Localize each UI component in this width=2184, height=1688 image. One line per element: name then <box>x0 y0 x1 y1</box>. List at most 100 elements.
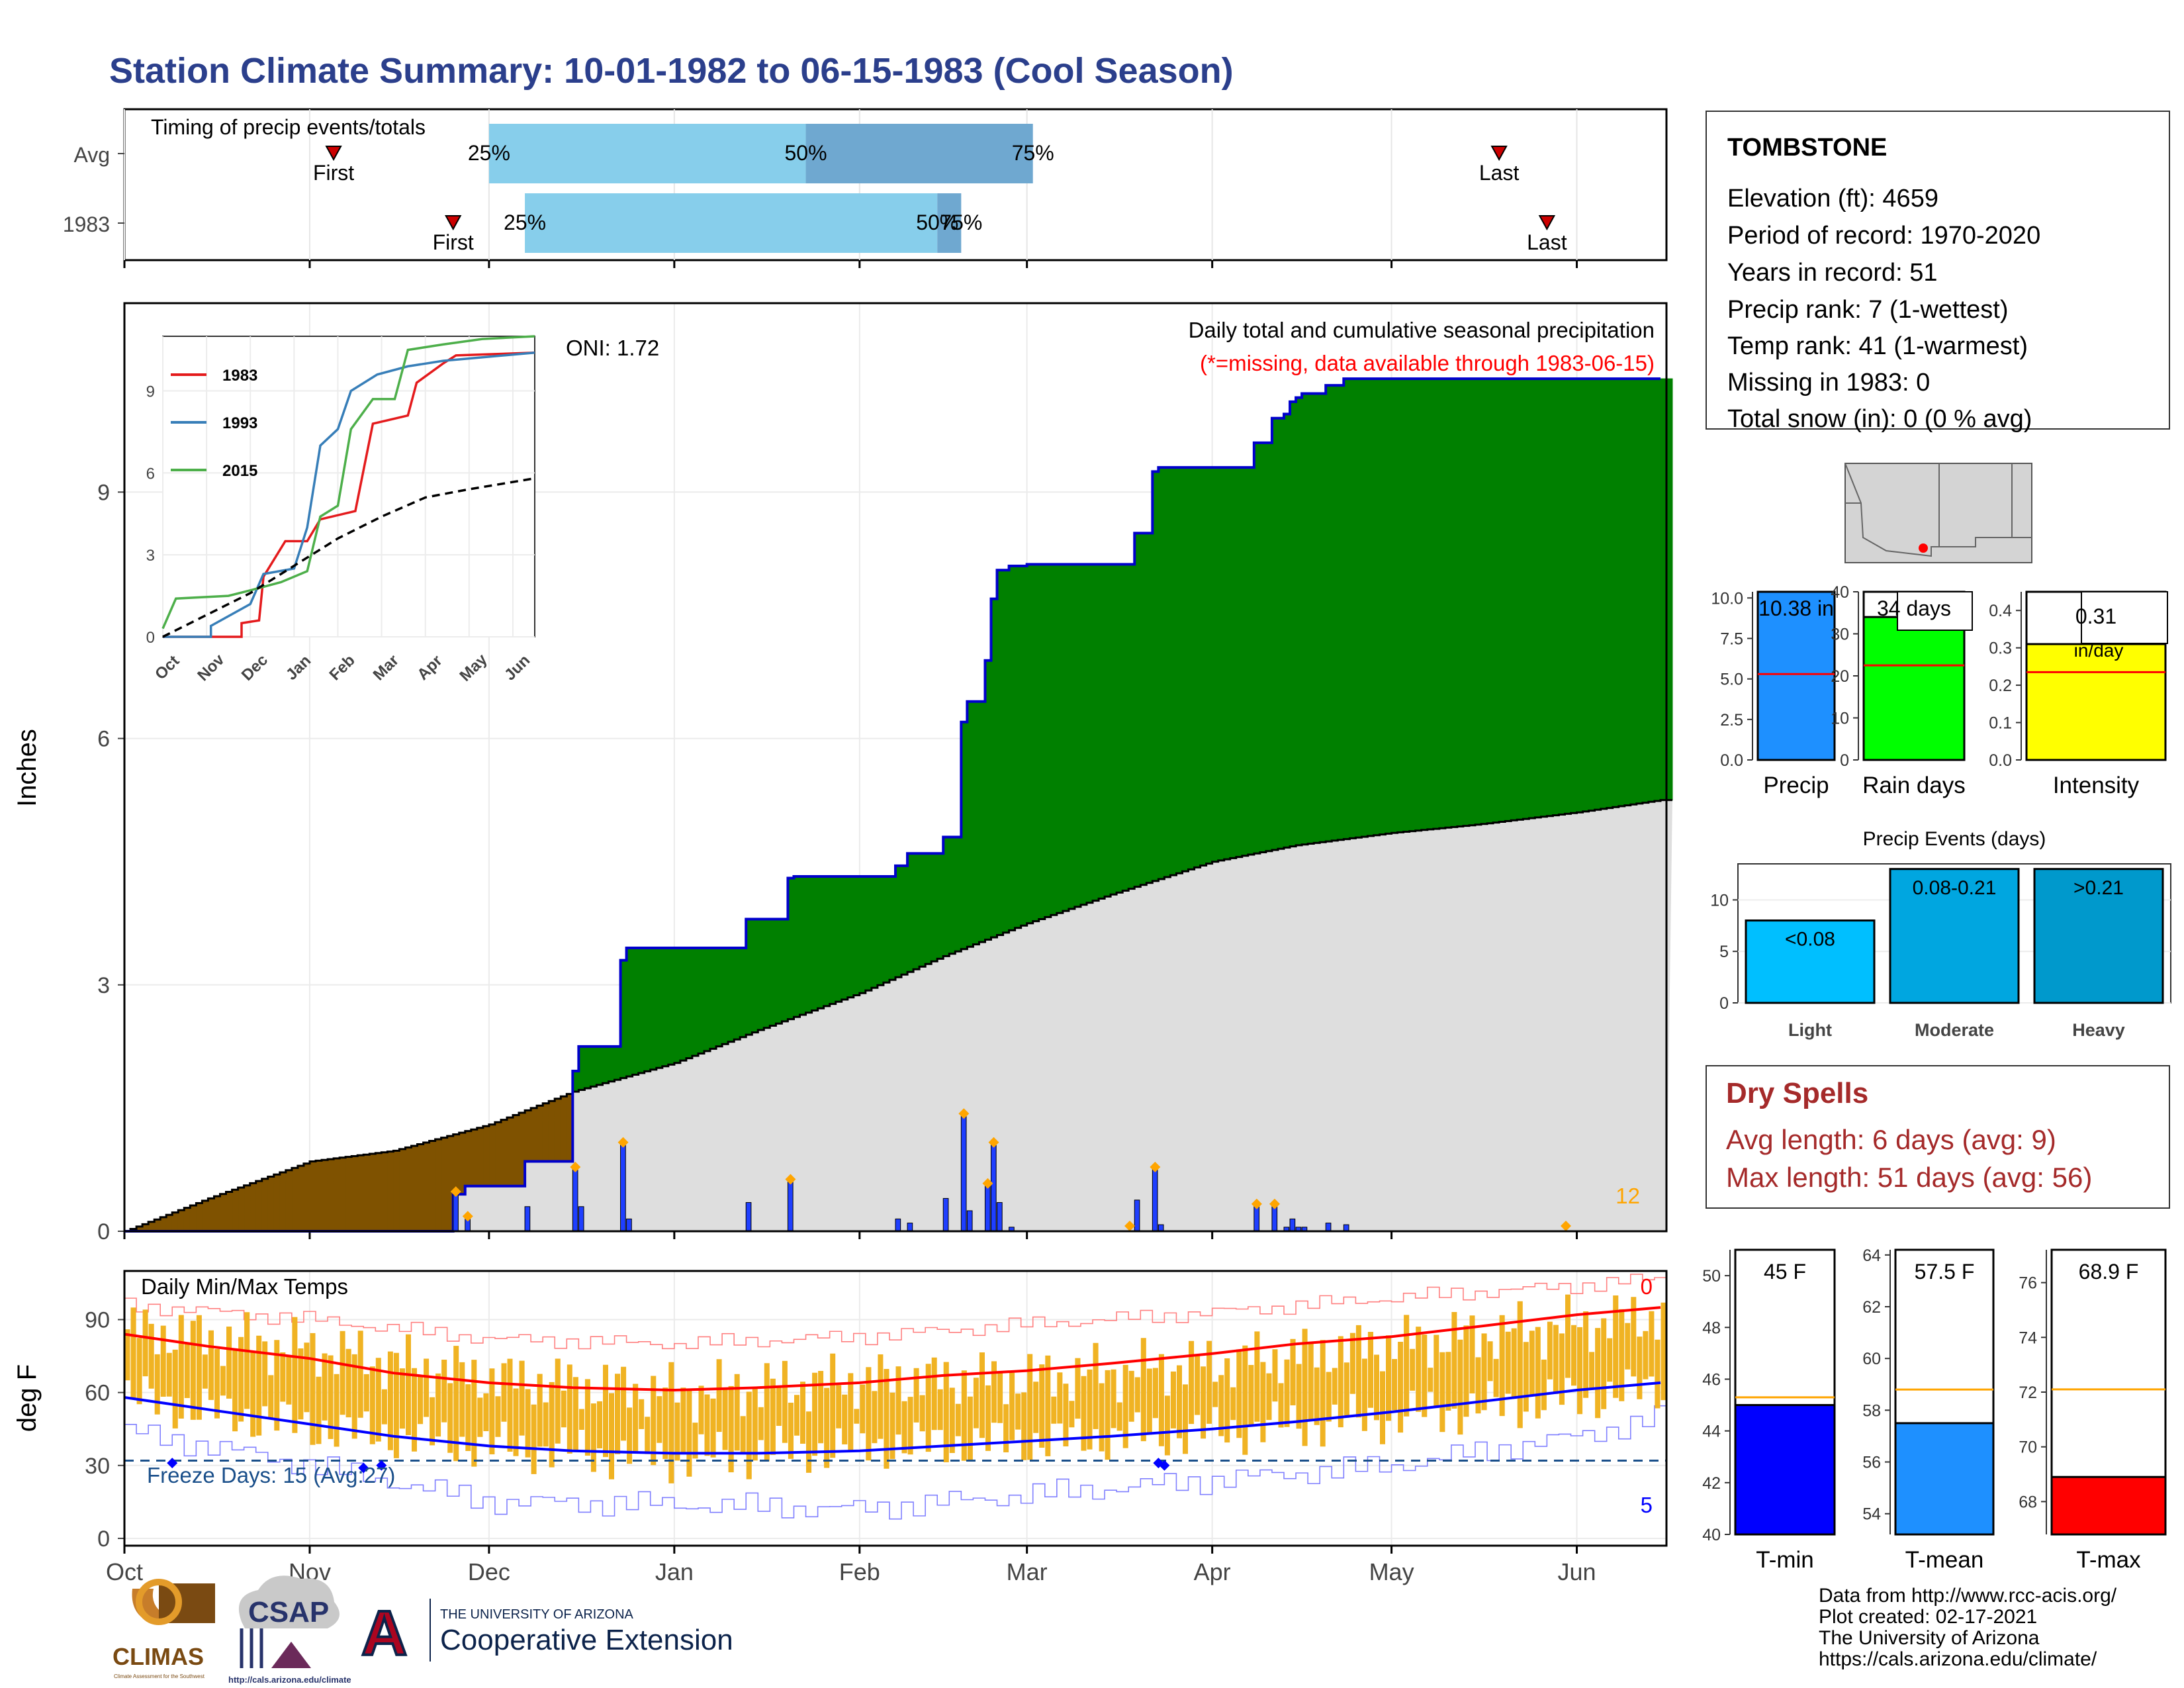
timing-obs-bar-25-50 <box>525 193 938 253</box>
daily-precip-bar <box>572 1169 578 1232</box>
t-mean-ytick-label: 54 <box>1862 1505 1881 1524</box>
timing-obs-last-marker <box>1538 215 1556 231</box>
record-max-line <box>124 1274 1667 1350</box>
daily-precip-bar <box>1152 1169 1158 1232</box>
timing-obs-label-50: 50% <box>916 211 958 234</box>
avg-max-line <box>124 1306 1661 1392</box>
oni-label: ONI: 1.72 <box>566 336 659 360</box>
temp-ytick-label: 0 <box>97 1526 110 1552</box>
month-label: Dec <box>468 1558 510 1585</box>
precip-events-category-label: Moderate <box>1915 1020 1994 1040</box>
rain-days-ytick-label: 20 <box>1831 667 1849 686</box>
precip-events-bar-label: >0.21 <box>2073 877 2124 899</box>
rain-days-ytick-label: 0 <box>1840 751 1849 770</box>
intensity-ytick-label: 0.4 <box>1989 602 2012 620</box>
freeze-day-marker <box>358 1462 369 1474</box>
month-label: Jan <box>655 1558 694 1585</box>
daily-precip-bar <box>1134 1199 1140 1232</box>
inset-series-2015 <box>161 335 535 630</box>
intensity-ytick-label: 0.3 <box>1989 639 2012 658</box>
record-max-count: 0 <box>1641 1274 1653 1299</box>
station-elevation: Elevation (ft): 4659 <box>1727 185 1938 212</box>
temp-ytick-label: 60 <box>85 1381 110 1406</box>
t-mean-axis-title: T-mean <box>1905 1547 1984 1573</box>
freeze-day-marker <box>376 1460 387 1471</box>
freeze-days-label: Freeze Days: 15 (Avg:27) <box>147 1463 395 1487</box>
t-min-bar <box>1734 1404 1836 1536</box>
temperature-stat-bars: 40 42 44 46 48 50 45 F T-min 54 56 58 60 62 64 57.5 F T… <box>1702 1246 2167 1573</box>
station-temp-rank: Temp rank: 41 (1-warmest) <box>1727 332 2028 360</box>
dry-spells-title: Dry Spells <box>1726 1077 1868 1109</box>
precip-value-label: 10.38 in <box>1758 596 1834 620</box>
intensity-value-label: 0.31 <box>2075 604 2116 628</box>
t-mean-ytick-label: 64 <box>1862 1246 1881 1265</box>
precip-ytick-label: 3 <box>97 973 110 998</box>
inset-ytick-label: 6 <box>146 465 155 483</box>
heavy-event-marker <box>1269 1198 1280 1209</box>
observed-cumulative-line <box>124 377 1661 1233</box>
station-years: Years in record: 51 <box>1727 259 1938 287</box>
timing-obs-first-label: First <box>433 230 474 254</box>
avg-min-line <box>124 1381 1661 1455</box>
precip-y-axis-label: Inches <box>13 729 42 807</box>
record-min-count: 5 <box>1641 1493 1653 1517</box>
t-min-ytick-label: 48 <box>1702 1319 1721 1337</box>
t-max-value-label: 68.9 F <box>2079 1260 2139 1284</box>
heavy-event-marker <box>1150 1161 1161 1172</box>
t-mean-ytick-label: 60 <box>1862 1350 1881 1368</box>
timing-avg-bar-50-75 <box>805 124 1033 183</box>
precip-events-category-label: Light <box>1788 1020 1832 1040</box>
timing-row-label: 1983 <box>63 212 110 236</box>
precip-corner-count: 12 <box>1615 1184 1640 1208</box>
daily-precip-bar <box>984 1186 991 1232</box>
timing-avg-last-marker <box>1490 146 1508 162</box>
t-max-bar <box>2050 1476 2167 1536</box>
t-mean-value-label: 57.5 F <box>1915 1260 1975 1284</box>
inset-frame <box>162 336 535 637</box>
month-label: Jun <box>1558 1558 1596 1585</box>
timing-avg-label-75: 75% <box>1012 141 1054 165</box>
footer-plot-created: Plot created: 02-17-2021 <box>1819 1606 2037 1628</box>
month-label: Oct <box>106 1558 143 1585</box>
precip-ytick-label: 6 <box>97 727 110 752</box>
footer-data-source: Data from http://www.rcc-acis.org/ <box>1819 1585 2117 1607</box>
rain-days-bar <box>1862 616 1966 761</box>
daily-precip-bar <box>907 1223 913 1232</box>
precip-events-bar-label: <0.08 <box>1785 929 1835 951</box>
precip-events-bar <box>2033 868 2164 1004</box>
timing-obs-first-marker <box>445 215 462 231</box>
timing-avg-bar-25-50 <box>488 124 806 183</box>
precip-events-ytick-label: 0 <box>1719 994 1729 1013</box>
precip-chart-title: Daily total and cumulative seasonal prec… <box>1189 318 1655 342</box>
t-max-ytick-label: 70 <box>2019 1438 2037 1457</box>
intensity-label-box <box>2081 591 2168 644</box>
daily-precip-bar <box>966 1210 973 1232</box>
t-min-ytick-label: 44 <box>1702 1423 1721 1441</box>
heavy-event-marker <box>1251 1198 1262 1209</box>
ua-logo-line2: Cooperative Extension <box>440 1624 733 1656</box>
timing-chart-label: Timing of precip events/totals <box>151 115 426 139</box>
intensity-ytick-label: 0.1 <box>1989 714 2012 733</box>
csap-logo: CSAP http://cals.arizona.edu/climate <box>228 1575 351 1685</box>
precip-axis-title: Precip <box>1763 773 1829 798</box>
location-map <box>1844 463 2032 563</box>
heavy-event-marker <box>958 1108 970 1119</box>
timing-avg-label-25: 25% <box>468 141 510 165</box>
timing-obs-label-75: 75% <box>940 211 982 234</box>
climas-logo: CLIMAS Climate Assessment for the Southw… <box>113 1579 215 1679</box>
inset-series-1983 <box>163 352 535 638</box>
dry-spells-max-length: Max length: 51 days (avg: 56) <box>1726 1162 2092 1193</box>
climas-logo-text: CLIMAS <box>113 1643 204 1670</box>
daily-precip-bar <box>745 1202 752 1232</box>
rain-days-ytick-label: 40 <box>1831 583 1849 602</box>
temp-ytick-label: 90 <box>85 1307 110 1333</box>
station-location-marker <box>1919 543 1928 553</box>
timing-row-label: Avg <box>73 143 110 167</box>
precip-frame <box>123 302 1668 1233</box>
ua-extension-logo: A THE UNIVERSITY OF ARIZONA Cooperative … <box>359 1597 733 1670</box>
month-label: Feb <box>839 1558 880 1585</box>
daily-temp-bars <box>124 1294 1666 1483</box>
precip-events-bar-label: 0.08-0.21 <box>1913 877 1997 899</box>
inset-ytick-label: 9 <box>146 383 155 401</box>
